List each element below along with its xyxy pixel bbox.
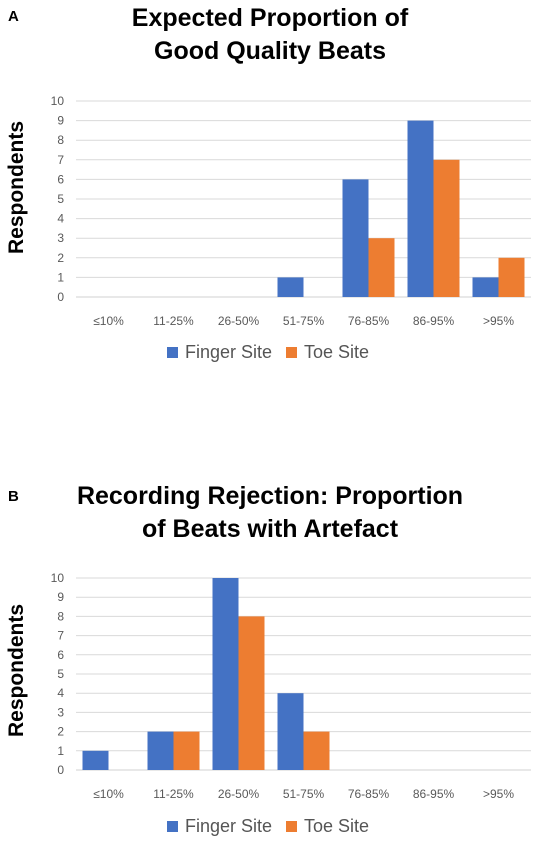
x-tick-label: 11-25% — [153, 787, 194, 801]
panel-letter: A — [8, 8, 19, 25]
y-tick-label: 9 — [57, 590, 64, 604]
legend-swatch-toe — [286, 347, 297, 358]
y-tick-label: 2 — [57, 251, 64, 265]
y-tick-label: 0 — [57, 763, 64, 777]
bar-finger — [82, 750, 109, 770]
legend-label-finger: Finger Site — [184, 816, 272, 836]
legend-item-toe: Toe Site — [286, 342, 369, 363]
x-tick-label: 26-50% — [218, 787, 260, 801]
y-tick-label: 10 — [51, 94, 65, 108]
y-tick-label: 0 — [57, 290, 64, 304]
x-tick-label: ≤10% — [93, 787, 124, 801]
legend-swatch-finger — [166, 821, 178, 832]
plot-area: 0 1 2 3 4 5 6 7 8 9 10 ≤10% 11-25% 26-50% 51-75% 76-85%… — [51, 571, 531, 801]
bar-toe — [173, 731, 200, 770]
y-tick-label: 6 — [57, 648, 64, 662]
y-tick-label: 6 — [57, 172, 64, 186]
y-tick-label: 4 — [57, 212, 64, 226]
y-tick-label: 5 — [57, 192, 64, 206]
chart-title: Expected Proportion of Good Quality Beat… — [20, 2, 520, 68]
y-tick-label: 1 — [57, 744, 64, 758]
bar-toe — [238, 616, 265, 770]
plot-area: 0 1 2 3 4 5 6 7 8 9 10 ≤10% 11-25% 26-50% 51-75% 76-85%… — [51, 94, 531, 328]
bar-finger — [277, 277, 304, 297]
chart-title: Recording Rejection: Proportion of Beats… — [20, 480, 520, 546]
y-tick-label: 7 — [57, 153, 64, 167]
bar-finger — [277, 693, 304, 770]
x-tick-label: 11-25% — [153, 314, 194, 328]
bar-finger — [472, 277, 499, 297]
y-tick-label: 9 — [57, 114, 64, 128]
y-tick-label: 4 — [57, 686, 64, 700]
legend-swatch-finger — [166, 347, 178, 358]
y-tick-label: 8 — [57, 609, 64, 623]
x-tick-label: >95% — [483, 314, 514, 328]
bar-toe — [498, 257, 525, 297]
chart-title-line-2: Good Quality Beats — [154, 37, 386, 65]
bar-toe — [303, 731, 330, 770]
legend-label-toe: Toe Site — [304, 342, 370, 362]
bar-finger — [212, 578, 239, 770]
x-tick-label: 76-85% — [348, 314, 390, 328]
y-tick-label: 1 — [57, 270, 64, 284]
x-tick-label: >95% — [483, 787, 514, 801]
x-tick-label: 86-95% — [413, 787, 455, 801]
y-tick-label: 8 — [57, 133, 64, 147]
legend-item-finger: Finger Site — [166, 342, 272, 363]
legend-item-finger: Finger Site — [166, 816, 272, 837]
x-tick-label: 86-95% — [413, 314, 455, 328]
legend-item-toe: Toe Site — [286, 816, 369, 837]
bar-finger — [407, 120, 434, 297]
legend-label-finger: Finger Site — [184, 342, 272, 362]
bar-finger — [342, 179, 369, 297]
panel-letter: B — [8, 488, 19, 505]
chart-panel-b: B Recording Rejection: Proportion of Bea… — [0, 420, 536, 849]
x-tick-label: 51-75% — [283, 314, 325, 328]
y-tick-label: 7 — [57, 629, 64, 643]
x-tick-label: 51-75% — [283, 787, 325, 801]
x-tick-label: 26-50% — [218, 314, 260, 328]
legend: Finger Site Toe Site — [0, 816, 536, 837]
legend: Finger Site Toe Site — [0, 342, 536, 363]
chart-title-line-1: Recording Rejection: Proportion — [76, 482, 464, 510]
y-tick-label: 3 — [57, 705, 64, 719]
y-tick-label: 2 — [57, 725, 64, 739]
bar-toe — [368, 238, 395, 297]
legend-swatch-toe — [286, 821, 297, 832]
y-tick-label: 5 — [57, 667, 64, 681]
x-tick-label: ≤10% — [93, 314, 124, 328]
bar-finger — [147, 731, 174, 770]
x-tick-label: 76-85% — [348, 787, 390, 801]
chart-title-line-2: of Beats with Artefact — [141, 515, 399, 543]
legend-label-toe: Toe Site — [304, 816, 370, 836]
chart-title-line-1: Expected Proportion of — [131, 4, 409, 32]
y-tick-label: 3 — [57, 231, 64, 245]
bar-toe — [433, 159, 460, 297]
chart-panel-a: A Expected Proportion of Good Quality Be… — [0, 0, 536, 420]
y-tick-label: 10 — [51, 571, 65, 585]
